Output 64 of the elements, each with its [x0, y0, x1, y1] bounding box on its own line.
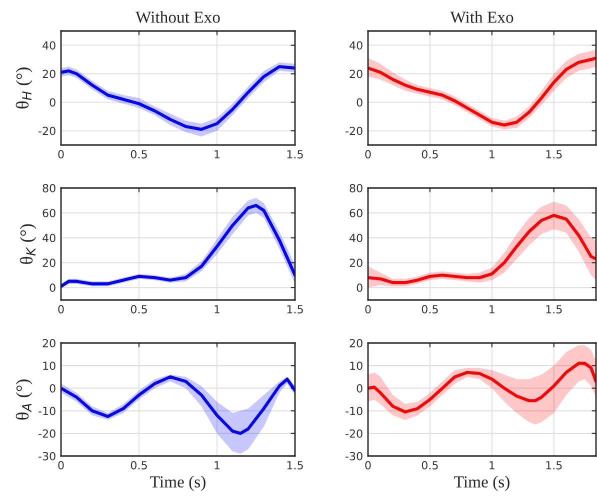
y-tick-label: 80: [350, 184, 362, 192]
x-tick-label: 0.5: [130, 305, 147, 314]
y-axis-title: θ$_{H}$ (°): [16, 68, 32, 108]
line-series: [61, 375, 295, 435]
y-tick-label: 40: [42, 234, 56, 242]
line-series: [368, 214, 596, 284]
x-tick-label: 0.5: [422, 150, 438, 158]
x-tick-label: 0.5: [422, 305, 438, 314]
x-tick-label: 1: [490, 150, 494, 158]
y-tick-label: 10: [350, 362, 362, 370]
y-tick-label: 0: [50, 98, 56, 107]
x-tick-label: 0: [365, 150, 371, 158]
y-tick-label: 10: [43, 362, 56, 370]
y-tick-label: 20: [42, 70, 56, 78]
y-tick-label: 0: [356, 384, 362, 393]
y-tick-label: 20: [42, 258, 56, 268]
y-tick-label: 0: [356, 98, 362, 107]
x-tick-label: 0.5: [130, 461, 147, 470]
x-tick-label: 0: [58, 150, 64, 158]
chart-title: With Exo: [450, 11, 514, 23]
y-tick-label: -20: [346, 126, 362, 136]
x-axis-title: Time (s): [454, 476, 510, 491]
y-tick-label: 0: [50, 284, 56, 292]
y-tick-label: 60: [42, 208, 56, 218]
y-tick-label: -20: [38, 429, 56, 438]
y-tick-label: 60: [350, 208, 362, 218]
x-tick-label: 0: [365, 461, 371, 470]
x-tick-label: 1.5: [287, 461, 303, 470]
y-tick-label: 40: [350, 234, 362, 242]
y-tick-label: -30: [346, 452, 362, 460]
y-tick-label: -30: [38, 452, 56, 460]
y-tick-label: 40: [42, 41, 56, 50]
y-tick-label: 0: [356, 284, 362, 292]
x-tick-label: 1: [490, 305, 494, 314]
line-series: [368, 362, 596, 414]
x-tick-label: 1.5: [546, 461, 562, 470]
y-tick-label: 20: [350, 258, 362, 268]
y-tick-label: -10: [38, 406, 56, 416]
x-tick-label: 0.5: [130, 150, 147, 158]
y-axis-title: θ$_{K}$ (°): [20, 224, 36, 264]
x-tick-label: 0: [58, 305, 64, 314]
y-tick-label: 80: [42, 184, 56, 192]
y-tick-label: -20: [38, 126, 56, 136]
x-tick-label: 1: [214, 150, 220, 158]
x-tick-label: 1: [490, 461, 494, 470]
x-tick-label: 1.5: [287, 305, 303, 314]
x-tick-label: 1: [214, 305, 220, 314]
x-axis-title: Time (s): [150, 476, 206, 491]
x-tick-label: 1.5: [546, 150, 562, 158]
y-tick-label: -20: [346, 429, 362, 438]
y-tick-label: 20: [350, 338, 362, 348]
y-tick-label: 20: [350, 70, 362, 78]
y-tick-label: -10: [346, 406, 362, 416]
x-tick-label: 0: [365, 305, 371, 314]
y-axis-title: θ$_{A}$ (°): [16, 380, 32, 420]
x-tick-label: 1.5: [287, 150, 303, 158]
chart-title: Without Exo: [136, 11, 220, 23]
y-tick-label: 40: [350, 41, 362, 50]
x-tick-label: 1.5: [546, 305, 562, 314]
x-tick-label: 0.5: [422, 461, 438, 470]
y-tick-label: 0: [50, 384, 56, 393]
x-tick-label: 1: [214, 461, 220, 470]
x-tick-label: 0: [58, 461, 64, 470]
y-tick-label: 20: [42, 338, 56, 348]
